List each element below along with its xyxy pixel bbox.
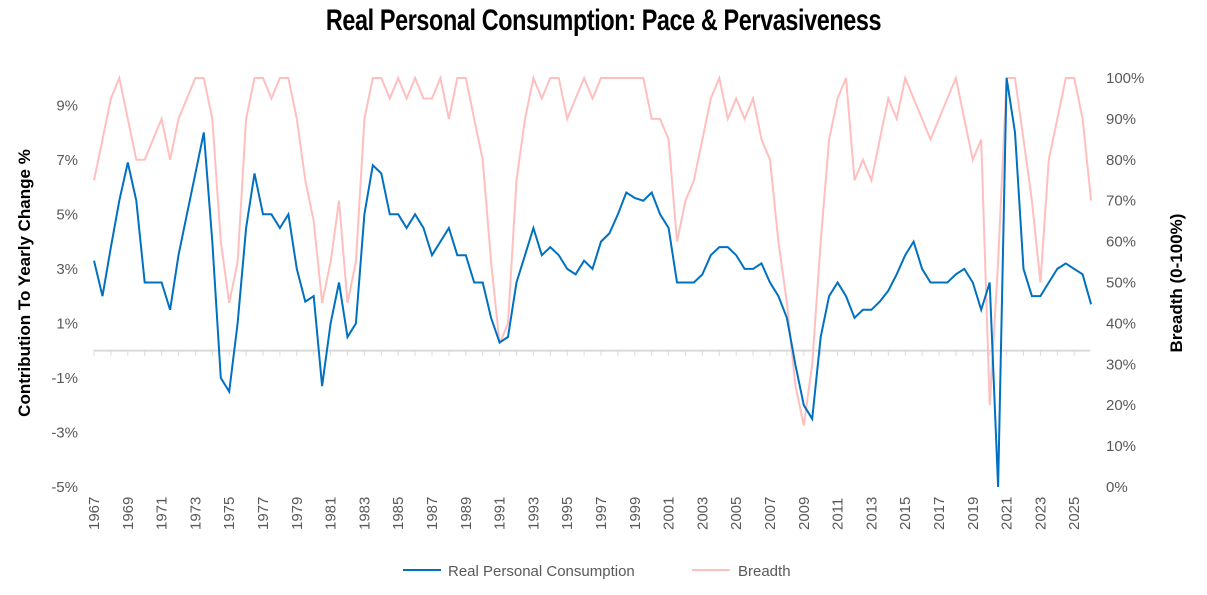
legend-label-consumption: Real Personal Consumption <box>448 563 635 580</box>
x-tick-label: 1971 <box>154 497 171 530</box>
x-tick-label: 1993 <box>525 497 542 530</box>
x-tick-label: 1989 <box>458 497 475 530</box>
x-tick-label: 1975 <box>221 497 238 530</box>
x-tick-label: 2025 <box>1066 497 1083 530</box>
y2-tick-label: 100% <box>1106 70 1144 87</box>
x-tick-label: 1997 <box>593 497 610 530</box>
x-tick-label: 1969 <box>120 497 137 530</box>
y2-axis-title: Breadth (0-100%) <box>1167 214 1186 353</box>
y-axis-title: Contribution To Yearly Change % <box>15 149 34 417</box>
x-tick-label: 2021 <box>999 497 1016 530</box>
x-tick-label: 2017 <box>931 497 948 530</box>
y-tick-label: 5% <box>56 206 78 223</box>
x-tick-label: 2009 <box>796 497 813 530</box>
x-tick-label: 2011 <box>830 498 847 530</box>
y-tick-label: 7% <box>56 152 78 169</box>
y-tick-label: -1% <box>51 370 78 387</box>
legend: Real Personal Consumption Breadth <box>403 563 791 580</box>
x-tick-label: 1967 <box>86 497 103 530</box>
y-tick-label: -5% <box>51 479 78 496</box>
x-tick-label: 2015 <box>897 497 914 530</box>
y2-tick-label: 80% <box>1106 152 1136 169</box>
y2-tick-label: 20% <box>1106 397 1136 414</box>
x-tick-label: 2019 <box>965 497 982 530</box>
x-tick-label: 2003 <box>694 497 711 530</box>
legend-label-breadth: Breadth <box>738 563 791 580</box>
x-tick-label: 2007 <box>762 497 779 530</box>
x-tick-label: 2005 <box>728 497 745 530</box>
x-tick-label: 1999 <box>627 497 644 530</box>
y2-tick-label: 10% <box>1106 438 1136 455</box>
y2-tick-label: 70% <box>1106 193 1136 210</box>
series-line-breadth <box>93 74 1093 426</box>
chart-title: Real Personal Consumption: Pace & Pervas… <box>325 4 882 37</box>
y2-tick-label: 90% <box>1106 111 1136 128</box>
x-tick-label: 1983 <box>356 497 373 530</box>
x-tick-label: 1995 <box>559 497 576 530</box>
x-tick-label: 1985 <box>390 497 407 530</box>
x-tick-label: 1981 <box>323 497 340 530</box>
x-tick-label: 2001 <box>661 497 678 530</box>
x-tick-label: 1987 <box>424 497 441 530</box>
y2-tick-label: 0% <box>1106 479 1128 496</box>
x-tick-label: 1979 <box>289 497 306 530</box>
y2-tick-label: 50% <box>1106 275 1136 292</box>
series-line-real-personal-consumption <box>93 77 1093 488</box>
x-tick-label: 2013 <box>863 497 880 530</box>
x-tick-label: 1973 <box>187 497 204 530</box>
y-tick-label: 9% <box>56 97 78 114</box>
x-tick-label: 1977 <box>255 497 272 530</box>
x-tick-label: 2023 <box>1032 497 1049 530</box>
y-tick-label: 1% <box>56 315 78 332</box>
y2-tick-label: 30% <box>1106 356 1136 373</box>
y2-tick-label: 60% <box>1106 234 1136 251</box>
x-tick-label: 1991 <box>492 497 509 530</box>
y-tick-label: 3% <box>56 261 78 278</box>
y2-tick-label: 40% <box>1106 315 1136 332</box>
y-tick-label: -3% <box>51 424 78 441</box>
